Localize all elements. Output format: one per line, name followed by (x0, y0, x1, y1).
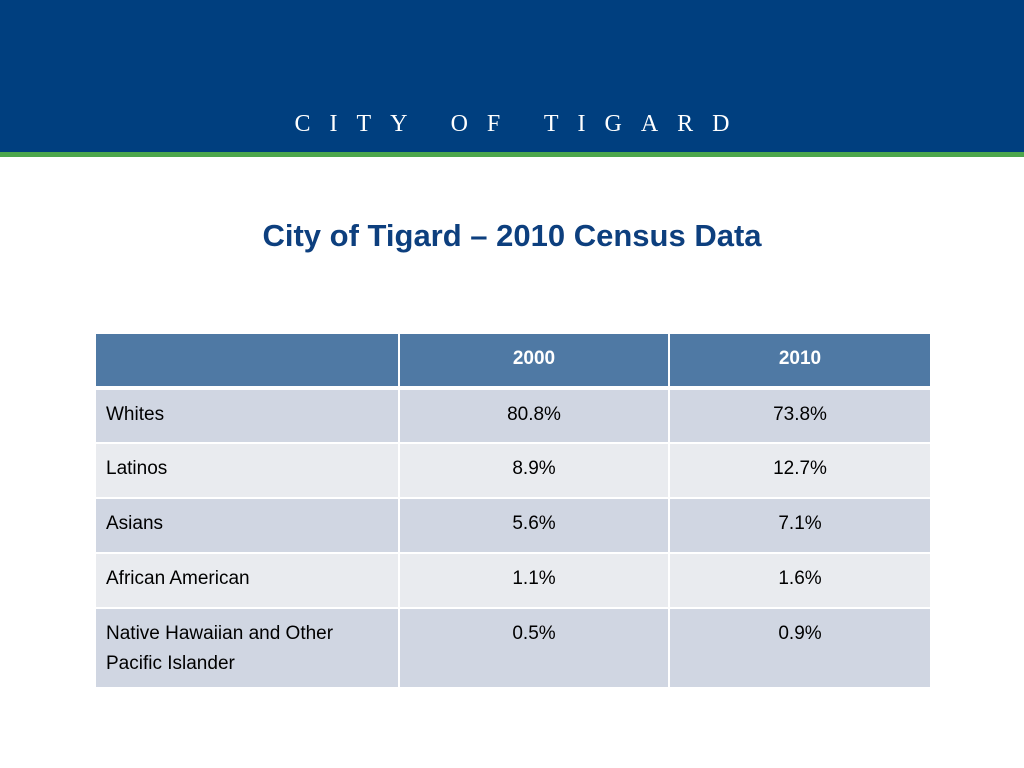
value-2010: 1.6% (668, 552, 932, 609)
table-header-row: 2000 2010 (94, 332, 932, 390)
table-row: Native Hawaiian and Other Pacific Island… (94, 607, 932, 689)
value-2010: 73.8% (668, 387, 932, 444)
banner-green-stripe (0, 152, 1024, 157)
table-row: Asians 5.6% 7.1% (94, 497, 932, 554)
value-2000: 0.5% (398, 607, 670, 689)
table-row: Latinos 8.9% 12.7% (94, 442, 932, 499)
value-2010: 7.1% (668, 497, 932, 554)
row-label: African American (94, 552, 400, 609)
row-label: Asians (94, 497, 400, 554)
header-cell-2010: 2010 (668, 332, 932, 390)
value-2000: 80.8% (398, 387, 670, 444)
value-2010: 0.9% (668, 607, 932, 689)
table-row: African American 1.1% 1.6% (94, 552, 932, 609)
value-2000: 1.1% (398, 552, 670, 609)
value-2000: 8.9% (398, 442, 670, 499)
value-2000: 5.6% (398, 497, 670, 554)
row-label: Native Hawaiian and Other Pacific Island… (94, 607, 400, 689)
header-banner: CITY OF TIGARD (0, 0, 1024, 152)
header-cell-2000: 2000 (398, 332, 670, 390)
table-row: Whites 80.8% 73.8% (94, 387, 932, 444)
value-2010: 12.7% (668, 442, 932, 499)
page-title: City of Tigard – 2010 Census Data (262, 218, 762, 253)
row-label: Latinos (94, 442, 400, 499)
row-label: Whites (94, 387, 400, 444)
census-table: 2000 2010 Whites 80.8% 73.8% Latinos 8.9… (94, 332, 932, 689)
banner-title: CITY OF TIGARD (294, 111, 749, 137)
header-cell-category (94, 332, 400, 390)
